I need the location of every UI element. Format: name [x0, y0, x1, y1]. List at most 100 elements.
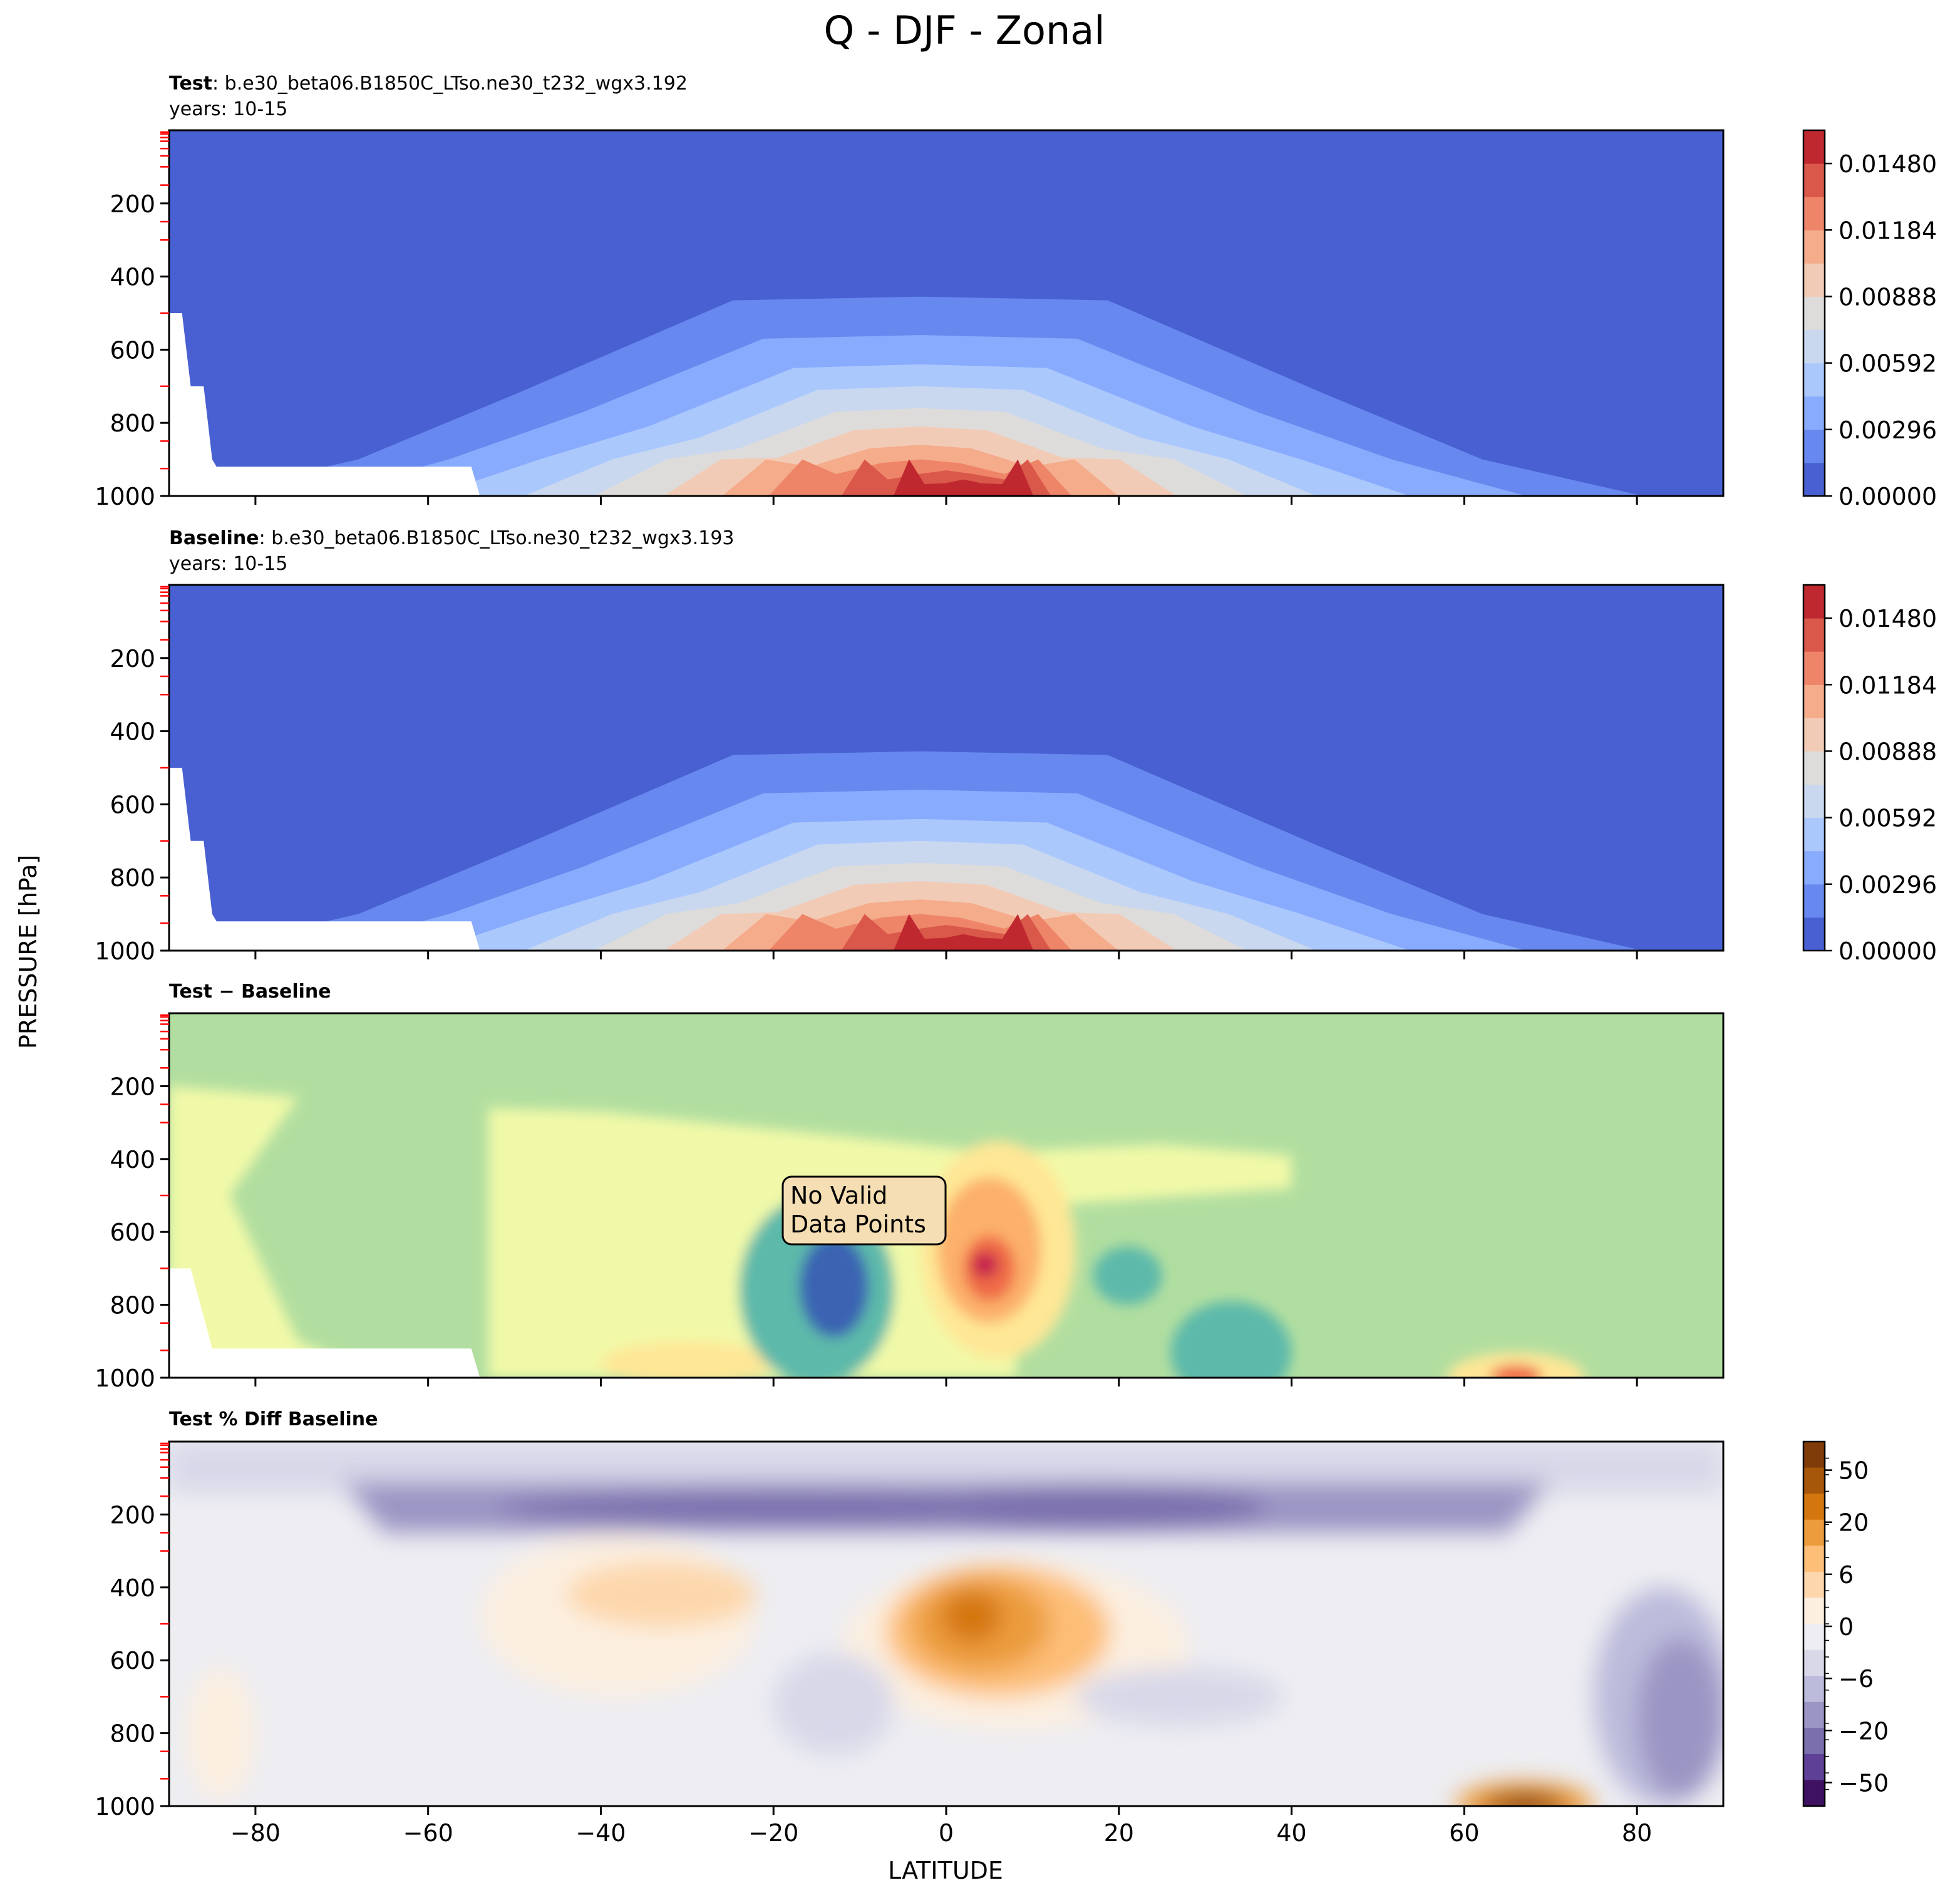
- colorbar-segment: [1803, 462, 1825, 497]
- diff-positive-max: [972, 1252, 998, 1278]
- colorbar-frame: [1802, 129, 1826, 497]
- colorbar-segment: [1803, 718, 1825, 751]
- x-axis-label: LATITUDE: [888, 1857, 1003, 1884]
- colorbar-segment: [1803, 651, 1825, 685]
- y-tick-label: 600: [110, 791, 155, 818]
- panel-difference-x-axis: [254, 1378, 1638, 1386]
- panel-percent-y-axis: 200 400 600 800 1000: [95, 1442, 169, 1820]
- panel-percent-title: Test % Diff Baseline: [169, 1408, 378, 1430]
- colorbar-tick-label: 0: [1839, 1613, 1854, 1641]
- colorbar-tick-label: 0.00296: [1839, 871, 1937, 899]
- colorbar-tick-label: 0.01184: [1839, 671, 1937, 699]
- colorbar-segment: [1803, 1728, 1825, 1755]
- colorbar-tick-label: 0.01480: [1839, 605, 1937, 632]
- colorbar-tick-label: −20: [1839, 1717, 1889, 1745]
- humidity-contours: [169, 130, 1723, 496]
- x-tick-label: −60: [403, 1819, 453, 1847]
- colorbar-tick-label: −6: [1839, 1665, 1874, 1693]
- colorbar-segment: [1803, 396, 1825, 430]
- diff-negative-low: [1170, 1301, 1292, 1378]
- panel-baseline-x-axis: [254, 951, 1638, 959]
- colorbar-segment: [1803, 1676, 1825, 1703]
- pct-negative-band-core-2: [920, 1485, 1266, 1529]
- colorbar-segment: [1803, 850, 1825, 885]
- y-tick-label: 400: [110, 264, 155, 291]
- y-tick-label: 400: [110, 718, 155, 746]
- panel-test-title-bold: Test: [169, 73, 212, 95]
- y-tick-label: 200: [110, 645, 155, 673]
- y-tick-label: 200: [110, 1073, 155, 1100]
- pct-positive-max: [942, 1591, 1003, 1643]
- x-tick-label: −80: [230, 1819, 281, 1847]
- panel-test-plot: [169, 130, 1723, 496]
- y-tick-label: 1000: [95, 937, 155, 965]
- colorbar-tick-label: 6: [1839, 1561, 1854, 1589]
- colorbar-segment: [1803, 784, 1825, 818]
- colorbar-segment: [1803, 817, 1825, 852]
- colorbar-tick-label: 20: [1839, 1509, 1869, 1537]
- x-tick-label: 0: [939, 1819, 954, 1847]
- annotation-box: [781, 1175, 947, 1246]
- colorbar-segment: [1803, 197, 1825, 230]
- x-tick-label: −20: [748, 1819, 798, 1847]
- panel-baseline-title-rest: : b.e30_beta06.B1850C_LTso.ne30_t232_wgx…: [259, 527, 735, 549]
- diff-positive-west: [169, 1086, 385, 1378]
- figure-title: Q - DJF - Zonal: [824, 8, 1105, 53]
- colorbar-segment: [1803, 1442, 1825, 1469]
- panel-difference-title: Test − Baseline: [169, 981, 331, 1003]
- colorbar-tick-label: 0.01184: [1839, 217, 1937, 244]
- y-tick-label: 400: [110, 1146, 155, 1174]
- colorbar-segment: [1803, 585, 1825, 619]
- y-tick-label: 800: [110, 864, 155, 892]
- panel-percent-x-axis: −80 −60 −40 −20 0 20 40 60 80: [230, 1806, 1652, 1847]
- y-tick-label: 400: [110, 1574, 155, 1602]
- pct-positive-south-2: [566, 1562, 756, 1628]
- panel-test-colorbar: 0.00000 0.00296 0.00592 0.00888 0.01184 0.014…: [1802, 129, 1937, 510]
- colorbar-segment: [1803, 363, 1825, 397]
- colorbar-frame: [1802, 584, 1826, 952]
- panel-baseline-plot: [169, 585, 1723, 951]
- pct-positive-west: [186, 1667, 255, 1799]
- colorbar-segment: [1803, 1494, 1825, 1521]
- pct-negative-mid-2: [1075, 1667, 1283, 1726]
- colorbar-segment: [1803, 1701, 1825, 1728]
- colorbar-segment: [1803, 917, 1825, 951]
- pct-smoothed-fields: [169, 1442, 1723, 1806]
- panel-percent-plot: [169, 1442, 1723, 1806]
- colorbar-tick-label: 0.01480: [1839, 150, 1937, 178]
- colorbar-segment: [1803, 163, 1825, 197]
- panel-test-title-rest: : b.e30_beta06.B1850C_LTso.ne30_t232_wgx…: [212, 73, 688, 95]
- colorbar-segment: [1803, 296, 1825, 331]
- humidity-level-10: [893, 459, 1034, 496]
- panel-baseline-y-axis: 200 400 600 800 1000: [95, 586, 169, 965]
- panel-baseline-colorbar: 0.00000 0.00296 0.00592 0.00888 0.01184 0.014…: [1802, 584, 1937, 965]
- colorbar-segment: [1803, 263, 1825, 297]
- annotation-text: No Valid Data Points: [790, 1182, 926, 1238]
- colorbar-segment: [1803, 1780, 1825, 1807]
- panel-baseline-title-bold: Baseline: [169, 527, 259, 549]
- x-tick-label: 20: [1104, 1819, 1134, 1847]
- y-tick-label: 800: [110, 1720, 155, 1748]
- panel-difference: Test − Baseline 200 400 600 800 1000 No Vali…: [95, 981, 1725, 1392]
- y-tick-label: 800: [110, 410, 155, 437]
- panel-test-y-axis: 200 400 600 800 1000: [95, 131, 169, 510]
- missing-data-region: [169, 768, 480, 951]
- panel-test-subtitle: years: 10-15: [169, 98, 287, 120]
- colorbar-tick-label: 0.00592: [1839, 805, 1937, 832]
- y-tick-label: 600: [110, 1647, 155, 1675]
- diff-negative-east: [1093, 1246, 1162, 1305]
- x-tick-label: 40: [1276, 1819, 1306, 1847]
- colorbar-segment: [1803, 1753, 1825, 1780]
- colorbar-segment: [1803, 1624, 1825, 1651]
- y-tick-label: 1000: [95, 1793, 155, 1820]
- colorbar-tick-label: 0.00000: [1839, 937, 1937, 965]
- panel-test-x-axis: [254, 496, 1638, 505]
- humidity-level-10: [893, 914, 1034, 951]
- colorbar-segment: [1803, 1598, 1825, 1624]
- colorbar-segment: [1803, 751, 1825, 785]
- annotation-line-2: Data Points: [790, 1211, 926, 1238]
- y-tick-label: 600: [110, 1219, 155, 1246]
- y-tick-label: 1000: [95, 483, 155, 510]
